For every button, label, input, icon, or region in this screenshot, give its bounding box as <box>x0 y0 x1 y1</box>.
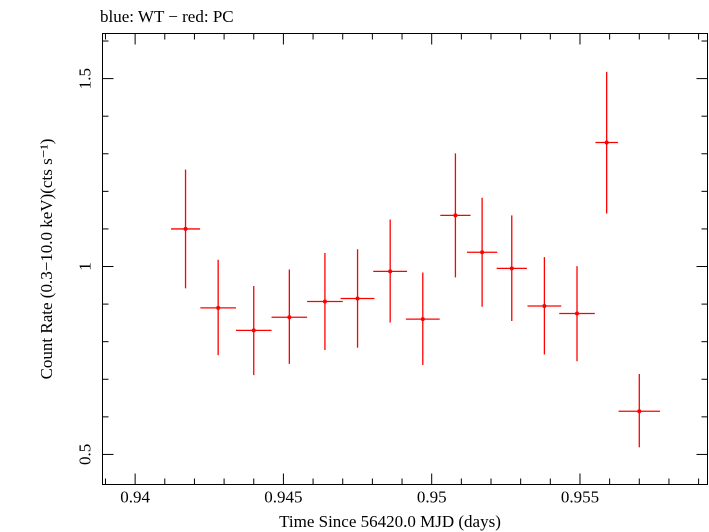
point-marker <box>637 409 642 414</box>
x-tick-label: 0.94 <box>120 488 150 507</box>
point-marker <box>509 266 514 271</box>
y-axis-label: Count Rate (0.3−10.0 keV)(cts s⁻¹) <box>37 139 56 380</box>
x-tick-label: 0.945 <box>264 488 302 507</box>
point-marker <box>287 315 292 320</box>
axis-ticks <box>102 33 708 485</box>
x-tick-label: 0.955 <box>561 488 599 507</box>
data-point <box>559 266 595 362</box>
y-tick-label: 1 <box>76 262 95 271</box>
axis-tick-labels: 0.94 0.945 0.95 0.955 0.5 1 1.5 <box>76 68 600 507</box>
point-marker <box>183 226 188 231</box>
data-point <box>527 257 562 355</box>
x-axis-label: Time Since 56420.0 MJD (days) <box>279 512 501 531</box>
data-point <box>340 249 375 348</box>
point-marker <box>420 317 425 322</box>
data-point <box>307 252 343 350</box>
point-marker <box>480 250 485 255</box>
point-marker <box>575 311 580 316</box>
data-point <box>496 215 527 322</box>
point-marker <box>453 213 458 218</box>
plot-frame <box>102 33 708 485</box>
data-point <box>235 286 272 376</box>
data-point <box>618 374 661 448</box>
y-tick-label: 1.5 <box>76 68 95 89</box>
data-point <box>440 153 471 278</box>
data-point <box>171 169 201 289</box>
point-marker <box>542 303 547 308</box>
data-point <box>466 197 498 307</box>
data-point <box>405 272 440 365</box>
point-marker <box>388 269 393 274</box>
point-marker <box>604 140 609 145</box>
data-point <box>200 259 236 356</box>
data-point <box>595 71 618 214</box>
chart-title: blue: WT − red: PC <box>100 7 234 26</box>
data-points <box>171 71 661 448</box>
point-marker <box>216 305 221 310</box>
y-tick-label: 0.5 <box>76 444 95 465</box>
x-tick-label: 0.95 <box>417 488 447 507</box>
point-marker <box>251 328 256 333</box>
data-point <box>271 269 308 364</box>
point-marker <box>322 299 327 304</box>
data-point <box>373 219 408 323</box>
point-marker <box>355 296 360 301</box>
